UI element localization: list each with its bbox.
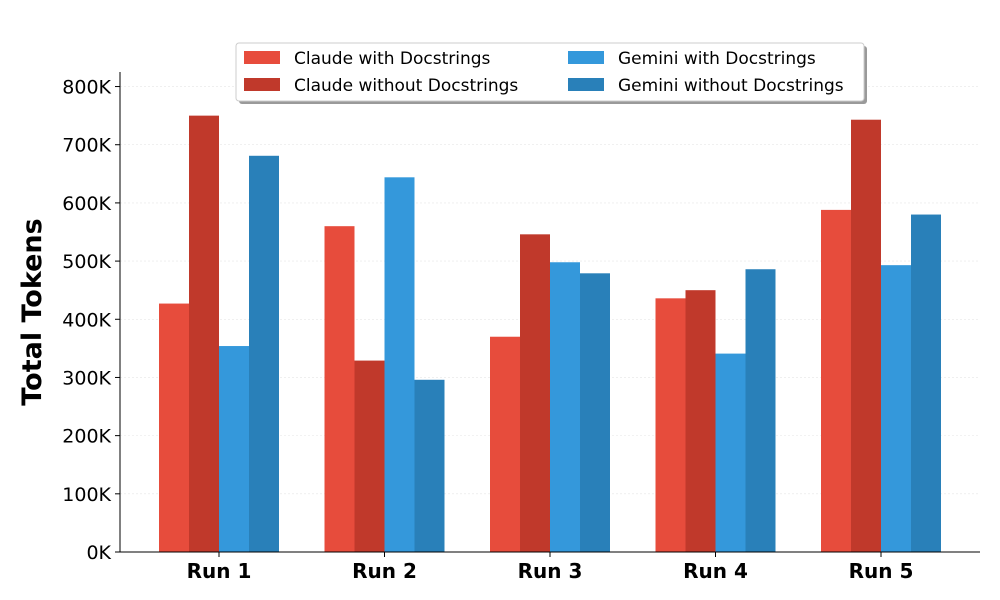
legend-label: Gemini without Docstrings	[618, 76, 844, 96]
x-tick-label: Run 2	[352, 559, 417, 583]
bar	[159, 303, 189, 552]
y-ticks: 0K 100K 200K 300K 400K 500K 600K 700K 800K	[62, 77, 120, 564]
bar	[821, 209, 851, 552]
bar	[655, 298, 686, 552]
bar	[851, 119, 881, 552]
y-tick-label: 100K	[62, 484, 111, 506]
y-tick-label: 500K	[62, 251, 111, 273]
legend: Claude with Docstrings Claude without Doc…	[235, 42, 867, 104]
bar	[414, 379, 445, 552]
bar	[580, 273, 610, 552]
bar	[324, 226, 355, 552]
x-ticks: Run 1 Run 2 Run 3 Run 4 Run 5	[187, 552, 914, 583]
legend-swatch	[568, 51, 604, 64]
bar	[219, 346, 249, 552]
bar	[685, 290, 716, 552]
bar	[745, 269, 776, 552]
legend-swatch	[244, 51, 280, 64]
x-tick-label: Run 5	[849, 559, 914, 583]
legend-swatch	[568, 78, 604, 91]
y-tick-label: 600K	[62, 193, 111, 215]
legend-label: Claude with Docstrings	[294, 49, 491, 69]
bar	[249, 155, 279, 553]
x-tick-label: Run 1	[187, 559, 252, 583]
bar	[490, 336, 520, 552]
bar	[354, 360, 385, 552]
y-axis-label: Total Tokens	[17, 218, 48, 405]
legend-label: Gemini with Docstrings	[618, 49, 816, 69]
bar	[715, 353, 746, 552]
legend-label: Claude without Docstrings	[294, 76, 518, 96]
x-tick-label: Run 4	[683, 559, 748, 583]
y-tick-label: 300K	[62, 367, 111, 389]
bar	[881, 265, 911, 552]
y-tick-label: 0K	[86, 542, 111, 564]
bar	[911, 214, 941, 552]
bar	[520, 234, 550, 552]
bar	[384, 177, 415, 553]
y-tick-label: 700K	[62, 135, 111, 157]
bars	[159, 115, 941, 553]
x-tick-label: Run 3	[518, 559, 583, 583]
y-tick-label: 400K	[62, 309, 111, 331]
legend-swatch	[244, 78, 280, 91]
bar	[550, 262, 580, 552]
legend-box	[235, 42, 865, 102]
bar	[189, 115, 219, 553]
y-tick-label: 200K	[62, 426, 111, 448]
y-tick-label: 800K	[62, 77, 111, 99]
